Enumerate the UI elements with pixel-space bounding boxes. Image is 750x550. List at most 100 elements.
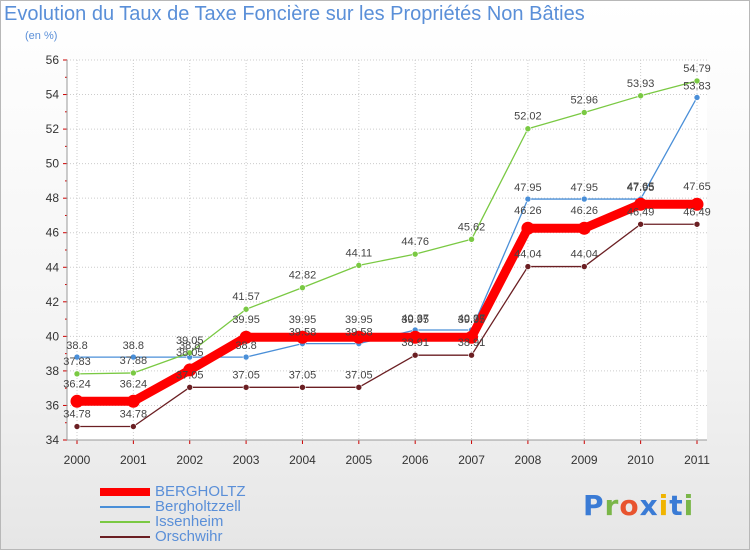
y-tick-label: 42 <box>46 295 60 309</box>
series-line-issenheim <box>76 80 698 375</box>
data-point-bergholtz <box>295 330 309 344</box>
data-point-issenheim <box>186 349 194 357</box>
data-label-issenheim: 44.76 <box>401 236 429 248</box>
x-tick-label: 2007 <box>458 453 485 467</box>
data-point-bergholtz <box>690 197 704 211</box>
y-tick-label: 50 <box>46 157 60 171</box>
data-point-orschwihr <box>355 384 363 391</box>
x-tick-label: 2001 <box>120 453 147 467</box>
data-point-issenheim <box>130 369 137 377</box>
data-point-bergholtz <box>521 221 535 235</box>
data-label-issenheim: 37.83 <box>63 356 91 368</box>
data-label-bergholtzzell: 38.8 <box>235 340 256 352</box>
data-label-orschwihr: 37.05 <box>289 369 317 381</box>
legend-swatch <box>100 488 150 496</box>
data-label-issenheim: 52.02 <box>514 111 542 123</box>
data-label-orschwihr: 46.49 <box>627 206 655 218</box>
data-point-issenheim <box>468 235 475 243</box>
data-point-bergholtz <box>183 363 197 377</box>
data-label-issenheim: 44.11 <box>345 247 372 259</box>
data-point-issenheim <box>355 262 363 269</box>
data-label-issenheim: 53.93 <box>627 78 655 90</box>
data-label-issenheim: 39.05 <box>176 335 204 347</box>
data-point-orschwihr <box>186 384 194 391</box>
logo-letter: P <box>583 489 605 522</box>
data-label-bergholtz: 47.65 <box>683 181 711 193</box>
data-point-bergholtzzell <box>242 353 250 361</box>
y-unit-label: (en %) <box>25 30 58 42</box>
data-point-issenheim <box>580 109 588 116</box>
data-point-bergholtzzell <box>693 94 701 101</box>
data-point-bergholtzzell <box>73 353 81 361</box>
data-point-bergholtz <box>408 330 422 344</box>
data-point-bergholtz <box>70 394 84 408</box>
y-tick-label: 38 <box>46 364 60 378</box>
data-label-bergholtz: 39.95 <box>401 314 429 326</box>
data-label-issenheim: 37.88 <box>120 355 148 367</box>
y-tick-label: 48 <box>46 191 60 205</box>
data-point-bergholtzzell <box>130 353 137 361</box>
data-point-issenheim <box>242 305 250 313</box>
data-label-bergholtz: 38.05 <box>176 347 204 359</box>
data-label-orschwihr: 37.05 <box>345 369 373 381</box>
data-label-bergholtzzell: 53.83 <box>683 80 711 92</box>
x-tick-label: 2006 <box>402 453 429 467</box>
data-point-orschwihr <box>580 263 588 270</box>
x-tick-label: 2011 <box>684 453 710 467</box>
data-label-orschwihr: 38.91 <box>401 337 429 349</box>
y-tick-label: 46 <box>46 226 60 240</box>
x-tick-label: 2010 <box>627 453 654 467</box>
data-point-orschwihr <box>693 220 701 228</box>
series-line-orschwihr <box>76 223 698 428</box>
data-label-bergholtzzell: 38.8 <box>123 340 144 352</box>
x-tick-label: 2004 <box>289 453 316 467</box>
legend-label: BERGHOLTZ <box>155 483 246 500</box>
data-label-bergholtz: 39.95 <box>232 314 260 326</box>
data-label-issenheim: 45.62 <box>458 221 486 233</box>
logo-letter: r <box>604 489 620 522</box>
data-label-orschwihr: 46.49 <box>683 206 711 218</box>
legend-swatch <box>100 536 150 538</box>
legend-label: Orschwihr <box>155 528 223 545</box>
legend-swatch <box>100 506 150 508</box>
data-label-bergholtzzell: 47.95 <box>571 182 599 194</box>
data-label-orschwihr: 34.78 <box>63 409 91 421</box>
data-label-issenheim: 54.79 <box>683 63 711 75</box>
data-label-orschwihr: 44.04 <box>571 249 599 261</box>
data-point-orschwihr <box>73 423 81 430</box>
data-label-bergholtzzell: 38.8 <box>179 340 200 352</box>
y-tick-label: 54 <box>46 88 60 102</box>
y-tick-label: 34 <box>46 433 60 447</box>
logo-letter: o <box>619 489 640 522</box>
data-point-bergholtzzell <box>580 195 588 203</box>
y-tick-label: 40 <box>46 329 60 343</box>
data-label-bergholtz: 39.95 <box>458 314 486 326</box>
data-point-orschwihr <box>130 423 137 430</box>
logo-letter: i <box>658 489 670 522</box>
logo-letter: i <box>683 489 695 522</box>
x-tick-label: 2003 <box>233 453 260 467</box>
logo-letter: x <box>639 489 659 522</box>
data-label-bergholtzzell: 39.58 <box>345 327 373 339</box>
data-point-bergholtz <box>239 330 253 344</box>
data-label-issenheim: 42.82 <box>289 270 317 282</box>
data-label-orschwihr: 34.78 <box>120 409 148 421</box>
data-label-bergholtz: 36.24 <box>120 378 148 390</box>
data-point-issenheim <box>73 370 81 378</box>
data-label-orschwihr: 37.05 <box>232 369 260 381</box>
data-point-bergholtzzell <box>524 195 532 203</box>
data-point-bergholtz <box>465 330 479 344</box>
x-tick-label: 2002 <box>176 453 203 467</box>
data-point-issenheim <box>411 250 419 258</box>
data-point-issenheim <box>299 284 306 291</box>
data-point-issenheim <box>637 92 644 100</box>
data-label-bergholtzzell: 40.37 <box>458 313 486 325</box>
data-point-bergholtz <box>126 394 140 408</box>
data-label-orschwihr: 38.91 <box>458 337 486 349</box>
data-label-orschwihr: 37.05 <box>176 369 204 381</box>
data-label-bergholtzzell: 40.37 <box>401 313 429 325</box>
data-label-bergholtz: 39.95 <box>345 314 373 326</box>
legend-label: Bergholtzzell <box>155 498 241 515</box>
data-point-issenheim <box>693 77 701 85</box>
